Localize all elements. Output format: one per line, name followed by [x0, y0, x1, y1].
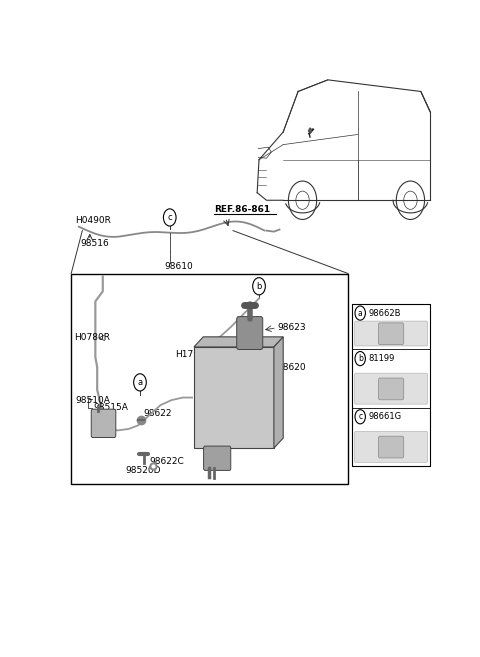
Text: H17925: H17925 — [175, 350, 211, 359]
Text: 98622C: 98622C — [149, 457, 184, 466]
Polygon shape — [274, 337, 283, 448]
Text: 98510A: 98510A — [75, 396, 110, 405]
Text: 81199: 81199 — [368, 354, 395, 363]
Text: c: c — [168, 213, 172, 222]
Text: c: c — [358, 413, 362, 421]
Bar — [71, 273, 348, 484]
FancyBboxPatch shape — [378, 323, 404, 345]
FancyBboxPatch shape — [91, 409, 116, 438]
Text: 98623: 98623 — [277, 323, 306, 332]
Text: 98610: 98610 — [164, 261, 193, 271]
Text: 98662B: 98662B — [368, 309, 401, 317]
Text: 98620: 98620 — [277, 363, 306, 372]
Polygon shape — [309, 128, 312, 133]
Text: 98622: 98622 — [144, 409, 172, 419]
Text: H0780R: H0780R — [74, 333, 110, 342]
Text: b: b — [256, 282, 262, 291]
FancyBboxPatch shape — [355, 432, 428, 463]
Text: 98661G: 98661G — [368, 413, 401, 421]
Polygon shape — [194, 337, 283, 347]
FancyBboxPatch shape — [355, 321, 428, 346]
Bar — [352, 304, 430, 466]
Text: H0490R: H0490R — [75, 216, 111, 225]
FancyBboxPatch shape — [378, 378, 404, 399]
FancyBboxPatch shape — [378, 436, 404, 458]
Text: a: a — [137, 378, 143, 387]
FancyBboxPatch shape — [237, 317, 263, 350]
Text: REF.86-861: REF.86-861 — [215, 206, 271, 214]
FancyBboxPatch shape — [204, 446, 231, 470]
Text: a: a — [358, 309, 362, 317]
Text: 98515A: 98515A — [94, 403, 128, 412]
Text: 98516: 98516 — [81, 238, 109, 248]
Bar — [194, 347, 274, 448]
FancyBboxPatch shape — [355, 373, 428, 404]
Text: 98520D: 98520D — [125, 466, 161, 476]
Text: 1125GB: 1125GB — [354, 322, 390, 331]
Text: b: b — [358, 354, 363, 363]
